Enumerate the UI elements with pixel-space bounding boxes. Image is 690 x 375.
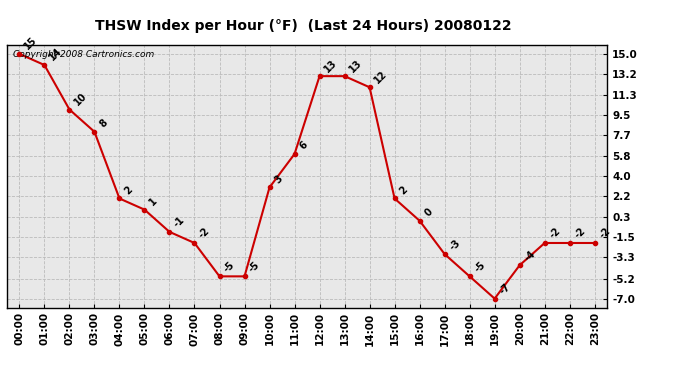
Text: 6: 6 xyxy=(297,140,309,152)
Text: Copyright 2008 Cartronics.com: Copyright 2008 Cartronics.com xyxy=(13,50,154,59)
Text: 3: 3 xyxy=(273,173,284,185)
Text: -5: -5 xyxy=(247,260,262,274)
Text: 1: 1 xyxy=(147,196,159,207)
Text: 8: 8 xyxy=(97,118,109,130)
Text: -3: -3 xyxy=(447,237,462,252)
Text: 15: 15 xyxy=(22,35,39,52)
Text: -4: -4 xyxy=(522,248,537,263)
Text: 12: 12 xyxy=(373,69,389,85)
Text: THSW Index per Hour (°F)  (Last 24 Hours) 20080122: THSW Index per Hour (°F) (Last 24 Hours)… xyxy=(95,19,512,33)
Text: -2: -2 xyxy=(547,226,562,241)
Text: -1: -1 xyxy=(172,215,187,230)
Text: 13: 13 xyxy=(322,57,339,74)
Text: -5: -5 xyxy=(222,260,237,274)
Text: 2: 2 xyxy=(397,184,409,196)
Text: -2: -2 xyxy=(573,226,587,241)
Text: -2: -2 xyxy=(197,226,212,241)
Text: 0: 0 xyxy=(422,207,434,219)
Text: 10: 10 xyxy=(72,91,89,107)
Text: 2: 2 xyxy=(122,184,134,196)
Text: -7: -7 xyxy=(497,282,512,296)
Text: 14: 14 xyxy=(47,46,63,63)
Text: -5: -5 xyxy=(473,260,487,274)
Text: -2: -2 xyxy=(598,226,612,241)
Text: 13: 13 xyxy=(347,57,364,74)
